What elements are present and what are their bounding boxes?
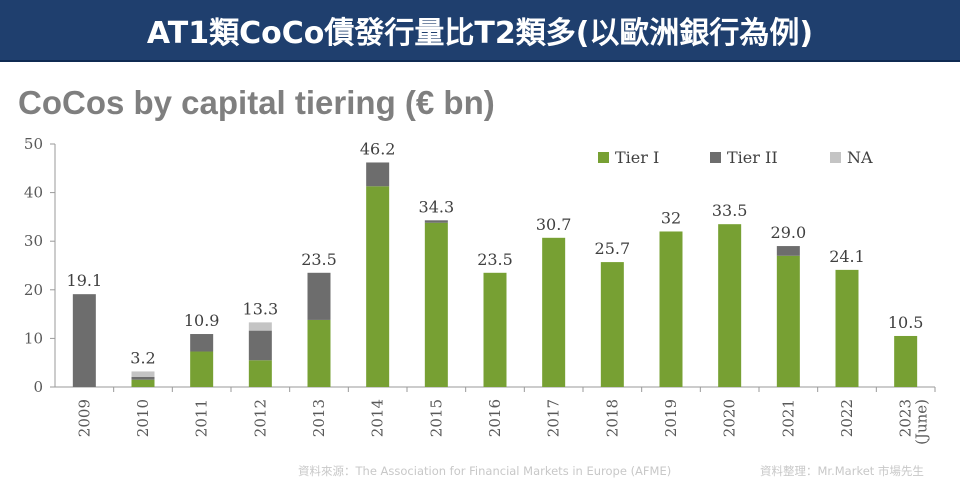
total-label: 3.2 (130, 348, 155, 367)
chart-title: CoCos by capital tiering (€ bn) (18, 84, 495, 121)
total-label: 46.2 (360, 139, 396, 158)
x-tick-text: 2021 (779, 399, 797, 437)
x-tick-label: 2020 (721, 399, 739, 437)
x-tick-label: 2013 (310, 399, 328, 437)
x-tick-text: 2011 (193, 399, 211, 437)
x-tick-text: 2023 (897, 399, 915, 437)
x-tick-text: 2020 (721, 399, 739, 437)
bar-tier-ii-1 (131, 376, 155, 380)
x-tick-text: 2014 (369, 399, 387, 437)
y-tick-label: 50 (24, 135, 43, 153)
total-label: 19.1 (67, 271, 103, 290)
x-tick-text: 2009 (75, 399, 93, 437)
bar-tier-i-3 (248, 360, 272, 387)
total-label: 23.5 (477, 250, 513, 269)
total-label: 25.7 (595, 239, 631, 258)
bar-tier-i-11 (718, 224, 742, 387)
bar-tier-i-12 (776, 255, 800, 387)
legend-swatch (598, 152, 609, 163)
x-tick-text: 2019 (662, 399, 680, 437)
bar-tier-i-9 (600, 262, 624, 387)
x-tick-label: 2019 (662, 399, 680, 437)
y-tick-label: 0 (33, 378, 43, 396)
bar-tier-ii-0 (72, 294, 96, 387)
total-label: 32 (661, 208, 681, 227)
bar-tier-ii-3 (248, 330, 272, 361)
title-banner: AT1類CoCo債發行量比T2類多(以歐洲銀行為例) (0, 0, 960, 62)
compiled-note: 資料整理：Mr.Market 市場先生 (760, 464, 924, 478)
bar-tier-i-4 (307, 319, 331, 387)
bar-na-3 (248, 322, 272, 331)
x-tick-label: 2011 (193, 399, 211, 437)
x-tick-text: 2016 (486, 399, 504, 437)
banner-title: AT1類CoCo債發行量比T2類多(以歐洲銀行為例) (146, 16, 814, 51)
bar-tier-ii-5 (366, 162, 390, 187)
bar-tier-i-13 (835, 269, 859, 387)
total-label: 24.1 (829, 247, 865, 266)
legend-label: Tier I (615, 148, 659, 167)
x-tick-text: 2010 (134, 399, 152, 437)
bar-tier-i-6 (424, 222, 448, 387)
x-tick-label: 2012 (251, 399, 269, 437)
bar-tier-i-2 (190, 351, 214, 387)
y-tick-label: 40 (24, 184, 43, 202)
bar-na-1 (131, 371, 155, 377)
source-note: 資料來源：The Association for Financial Marke… (298, 464, 672, 478)
total-label: 13.3 (243, 299, 279, 318)
x-tick-label: 2023(June) (897, 399, 931, 445)
total-label: 29.0 (771, 223, 807, 242)
x-tick-label: 2021 (779, 399, 797, 437)
total-label: 30.7 (536, 215, 572, 234)
bar-tier-ii-4 (307, 272, 331, 320)
legend-swatch (710, 152, 721, 163)
bar-tier-ii-12 (776, 246, 800, 256)
legend-swatch (830, 152, 841, 163)
bar-tier-i-8 (542, 237, 566, 387)
bar-tier-ii-2 (190, 334, 214, 352)
y-tick-label: 20 (24, 281, 43, 299)
x-tick-text: 2018 (603, 399, 621, 437)
x-tick-text: (June) (913, 399, 931, 445)
total-label: 10.9 (184, 311, 220, 330)
x-tick-text: 2015 (427, 399, 445, 437)
bar-tier-ii-6 (424, 220, 448, 223)
x-tick-label: 2022 (838, 399, 856, 437)
x-tick-text: 2022 (838, 399, 856, 437)
total-label: 34.3 (419, 197, 455, 216)
x-tick-label: 2015 (427, 399, 445, 437)
x-tick-label: 2018 (603, 399, 621, 437)
total-label: 10.5 (888, 313, 924, 332)
legend-label: Tier II (727, 148, 778, 167)
bar-tier-i-14 (894, 335, 918, 387)
x-tick-label: 2016 (486, 399, 504, 437)
x-tick-label: 2010 (134, 399, 152, 437)
x-tick-text: 2017 (545, 399, 563, 437)
bar-tier-i-1 (131, 379, 155, 387)
total-label: 33.5 (712, 201, 748, 220)
bar-tier-i-10 (659, 231, 683, 387)
x-tick-label: 2014 (369, 399, 387, 437)
x-tick-text: 2012 (251, 399, 269, 437)
y-tick-label: 10 (24, 329, 43, 347)
bar-tier-i-7 (483, 272, 507, 387)
legend-label: NA (847, 148, 873, 167)
y-tick-label: 30 (24, 232, 43, 250)
x-tick-text: 2013 (310, 399, 328, 437)
x-tick-label: 2017 (545, 399, 563, 437)
x-tick-label: 2009 (75, 399, 93, 437)
bar-tier-i-5 (366, 186, 390, 387)
total-label: 23.5 (301, 250, 337, 269)
